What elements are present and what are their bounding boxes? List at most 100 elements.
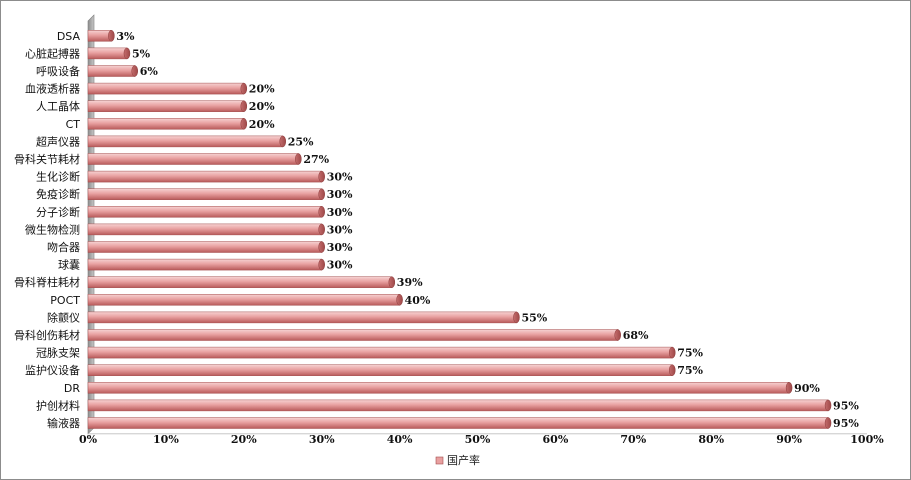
category-label: 微生物检测 — [25, 222, 80, 236]
bar-group — [87, 118, 248, 130]
bar-group — [87, 399, 832, 412]
x-tick-label: 40% — [387, 433, 413, 446]
bar-cap — [318, 206, 325, 218]
bar-group — [87, 100, 248, 112]
bar-group — [87, 135, 286, 148]
category-label: DSA — [57, 30, 81, 43]
bar — [87, 311, 517, 324]
bar-cap — [279, 135, 286, 148]
bar-group — [87, 276, 396, 288]
legend: 国产率 — [435, 453, 480, 467]
bar-group — [87, 82, 248, 95]
bar-group — [87, 346, 676, 359]
bar — [87, 382, 790, 394]
bar — [87, 100, 245, 112]
category-label: DR — [64, 382, 80, 395]
bar-cap — [295, 153, 302, 165]
bar-cap — [240, 118, 248, 130]
data-label: 30% — [327, 206, 353, 219]
bar-cap — [318, 188, 325, 200]
data-label: 3% — [116, 30, 135, 43]
bar-cap — [824, 399, 832, 412]
legend-label: 国产率 — [447, 453, 480, 467]
bar-cap — [614, 329, 621, 341]
bar-group — [87, 188, 325, 200]
data-label: 5% — [132, 47, 151, 60]
category-label: 呼吸设备 — [36, 64, 80, 78]
bar-cap — [785, 382, 793, 394]
data-label: 20% — [249, 118, 275, 131]
category-label: 超声仪器 — [36, 134, 80, 148]
category-label: 监护仪设备 — [25, 363, 80, 377]
category-label: 除颤仪 — [47, 310, 80, 324]
category-label: 生化诊断 — [36, 170, 80, 184]
category-label: 冠脉支架 — [36, 346, 80, 360]
x-tick-label: 10% — [153, 433, 179, 446]
bar-cap — [513, 311, 520, 324]
data-label: 68% — [623, 329, 649, 342]
category-label: 球囊 — [58, 258, 80, 272]
bar-group — [87, 294, 403, 306]
x-tick-label: 90% — [776, 433, 802, 446]
bar-cap — [131, 65, 138, 77]
category-label: 输液器 — [47, 416, 80, 430]
bar — [87, 118, 245, 130]
bar-cap — [318, 223, 325, 236]
x-tick-label: 60% — [543, 433, 569, 446]
bar-group — [87, 47, 131, 60]
x-tick-label: 100% — [850, 433, 884, 446]
bar — [87, 417, 829, 429]
bar-cap — [240, 82, 248, 95]
data-label: 75% — [677, 364, 703, 377]
bar-group — [87, 311, 520, 324]
bar — [87, 276, 393, 288]
data-label: 20% — [249, 100, 275, 113]
category-label: 免疫诊断 — [36, 187, 80, 201]
bar-cap — [388, 276, 396, 288]
category-label: CT — [66, 118, 81, 131]
bar — [87, 399, 829, 412]
bar-group — [87, 223, 325, 236]
data-label: 27% — [303, 153, 329, 166]
x-tick-label: 0% — [79, 433, 98, 446]
data-label: 55% — [521, 311, 547, 324]
category-label: 吻合器 — [47, 240, 80, 254]
category-label: 骨科关节耗材 — [14, 152, 80, 166]
bar-group — [87, 364, 676, 376]
data-label: 30% — [327, 171, 353, 184]
bar-group — [87, 65, 138, 77]
bar-group — [87, 329, 621, 341]
category-label: POCT — [50, 294, 80, 307]
bar-group — [87, 417, 832, 429]
data-label: 30% — [327, 241, 353, 254]
bar-cap — [824, 417, 832, 429]
category-label: 人工晶体 — [36, 99, 80, 113]
bar-group — [87, 241, 325, 253]
bar-group — [87, 30, 115, 42]
bar-group — [87, 153, 302, 165]
bar-group — [87, 206, 325, 218]
bar-cap — [318, 241, 325, 253]
x-tick-label: 70% — [620, 433, 646, 446]
bar — [87, 30, 112, 42]
category-label: 血液透析器 — [25, 82, 80, 96]
data-label: 20% — [249, 83, 275, 96]
bar-group — [87, 258, 325, 271]
bar-cap — [108, 30, 115, 42]
legend-swatch — [435, 456, 444, 465]
x-tick-label: 20% — [231, 433, 257, 446]
bar-cap — [669, 364, 676, 376]
category-label: 骨科脊柱耗材 — [14, 275, 80, 289]
data-label: 25% — [288, 135, 314, 148]
data-label: 75% — [677, 347, 703, 360]
bar-cap — [669, 346, 676, 359]
bar-group — [87, 170, 325, 183]
bar — [87, 153, 299, 165]
bar-group — [87, 382, 793, 394]
bar — [87, 223, 322, 236]
bar — [87, 364, 673, 376]
bar-cap — [240, 100, 248, 112]
bar-cap — [396, 294, 403, 306]
bar-cap — [318, 258, 325, 271]
bar — [87, 346, 673, 359]
